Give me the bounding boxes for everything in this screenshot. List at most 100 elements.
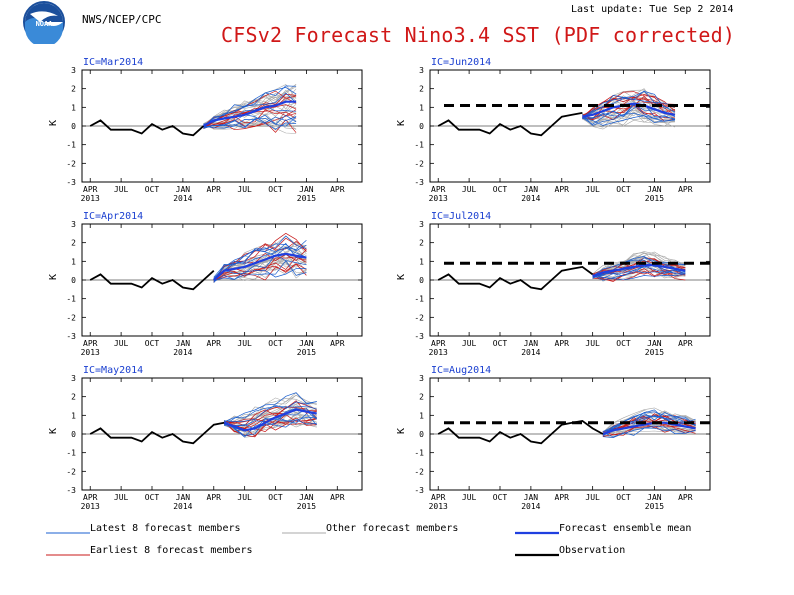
y-tick-label: 2 bbox=[71, 393, 76, 402]
legend-item: Latest 8 forecast members bbox=[46, 523, 241, 534]
panel-title: IC=Mar2014 bbox=[83, 57, 143, 68]
y-tick-label: 3 bbox=[71, 220, 76, 229]
x-tick-year-label: 2013 bbox=[81, 194, 100, 203]
x-tick-label: JUL bbox=[585, 339, 600, 348]
x-tick-label: APR bbox=[207, 339, 222, 348]
x-tick-label: OCT bbox=[268, 339, 283, 348]
latest-member-line bbox=[582, 115, 676, 126]
x-tick-label: JAN bbox=[299, 185, 314, 194]
ensemble-mean-line bbox=[592, 264, 686, 278]
y-tick-label: -2 bbox=[414, 313, 424, 322]
legend-label: Forecast ensemble mean bbox=[559, 523, 691, 534]
legend-item: Forecast ensemble mean bbox=[515, 523, 691, 535]
latest-member-line bbox=[582, 112, 676, 126]
panel-1 bbox=[81, 69, 363, 183]
chart-title: CFSv2 Forecast Nino3.4 SST (PDF correcte… bbox=[221, 23, 736, 47]
y-tick-label: 1 bbox=[71, 103, 76, 112]
x-tick-label: JAN bbox=[647, 185, 662, 194]
x-tick-label: OCT bbox=[616, 185, 631, 194]
x-tick-label: APR bbox=[431, 339, 446, 348]
x-tick-label: APR bbox=[555, 185, 570, 194]
y-tick-label: 3 bbox=[71, 66, 76, 75]
latest-member-line bbox=[223, 405, 317, 423]
latest-member-line bbox=[602, 411, 696, 433]
latest-member-line bbox=[213, 243, 307, 279]
latest-member-line bbox=[582, 104, 676, 125]
latest-member-line bbox=[213, 235, 307, 283]
y-tick-label: 0 bbox=[419, 430, 424, 439]
x-tick-label: JAN bbox=[299, 339, 314, 348]
ensemble-mean-line bbox=[213, 252, 307, 281]
logo-text: NOAA bbox=[36, 20, 54, 28]
earliest-member-line bbox=[213, 263, 307, 282]
x-tick-year-label: 2015 bbox=[297, 502, 316, 511]
x-tick-label: APR bbox=[678, 493, 693, 502]
y-tick-label: -1 bbox=[66, 141, 76, 150]
x-tick-label: JUL bbox=[462, 339, 477, 348]
legend-label: Earliest 8 forecast members bbox=[90, 545, 253, 556]
y-tick-label: 0 bbox=[71, 276, 76, 285]
x-tick-label: JUL bbox=[585, 493, 600, 502]
x-tick-label: APR bbox=[330, 185, 345, 194]
panel-3 bbox=[81, 223, 363, 337]
x-tick-label: JUL bbox=[462, 185, 477, 194]
x-tick-year-label: 2013 bbox=[81, 348, 100, 357]
x-tick-label: OCT bbox=[145, 339, 160, 348]
panel-title: IC=Apr2014 bbox=[83, 211, 143, 222]
y-tick-label: 1 bbox=[71, 411, 76, 420]
y-tick-label: -2 bbox=[414, 467, 424, 476]
y-tick-label: -3 bbox=[414, 332, 424, 341]
y-tick-label: -1 bbox=[414, 141, 424, 150]
y-axis-label: K bbox=[48, 428, 59, 434]
x-tick-label: APR bbox=[207, 493, 222, 502]
x-tick-label: JUL bbox=[585, 185, 600, 194]
legend-label: Other forecast members bbox=[326, 523, 458, 534]
y-tick-label: 0 bbox=[71, 122, 76, 131]
earliest-member-line bbox=[203, 112, 297, 128]
x-tick-label: JAN bbox=[647, 339, 662, 348]
latest-member-line bbox=[213, 260, 307, 283]
y-tick-label: 3 bbox=[419, 220, 424, 229]
x-tick-year-label: 2015 bbox=[297, 194, 316, 203]
x-tick-label: OCT bbox=[268, 493, 283, 502]
latest-member-line bbox=[203, 119, 297, 130]
x-tick-label: APR bbox=[555, 493, 570, 502]
latest-member-line bbox=[213, 268, 307, 282]
ensemble-mean-line bbox=[602, 421, 696, 436]
observation-line bbox=[437, 265, 594, 291]
panel-4 bbox=[429, 223, 712, 337]
x-tick-label: JAN bbox=[524, 493, 539, 502]
y-axis-label: K bbox=[48, 274, 59, 280]
x-tick-label: OCT bbox=[145, 185, 160, 194]
y-tick-label: 3 bbox=[419, 66, 424, 75]
x-tick-label: OCT bbox=[268, 185, 283, 194]
panel-5 bbox=[81, 377, 363, 491]
x-tick-label: JAN bbox=[524, 339, 539, 348]
other-member-line bbox=[213, 235, 307, 282]
y-tick-label: -3 bbox=[66, 486, 76, 495]
y-tick-label: -3 bbox=[66, 178, 76, 187]
x-tick-label: APR bbox=[330, 493, 345, 502]
x-tick-label: APR bbox=[555, 339, 570, 348]
x-tick-year-label: 2014 bbox=[173, 348, 192, 357]
y-tick-label: -1 bbox=[66, 295, 76, 304]
latest-member-line bbox=[203, 92, 297, 126]
latest-member-line bbox=[602, 425, 696, 438]
legend-label: Observation bbox=[559, 545, 625, 556]
observation-line bbox=[89, 119, 205, 137]
panel-title: IC=May2014 bbox=[83, 365, 143, 376]
legend: Latest 8 forecast members Other forecast … bbox=[46, 523, 691, 557]
legend-item: Other forecast members bbox=[282, 523, 458, 534]
latest-member-line bbox=[602, 411, 696, 435]
latest-member-line bbox=[203, 114, 297, 128]
x-tick-label: JAN bbox=[524, 185, 539, 194]
panel-2 bbox=[429, 69, 712, 183]
x-tick-year-label: 2015 bbox=[645, 348, 664, 357]
y-tick-label: -2 bbox=[66, 159, 76, 168]
x-tick-year-label: 2014 bbox=[521, 348, 540, 357]
y-tick-label: -3 bbox=[414, 486, 424, 495]
x-tick-year-label: 2013 bbox=[429, 194, 448, 203]
x-tick-label: JAN bbox=[176, 339, 191, 348]
